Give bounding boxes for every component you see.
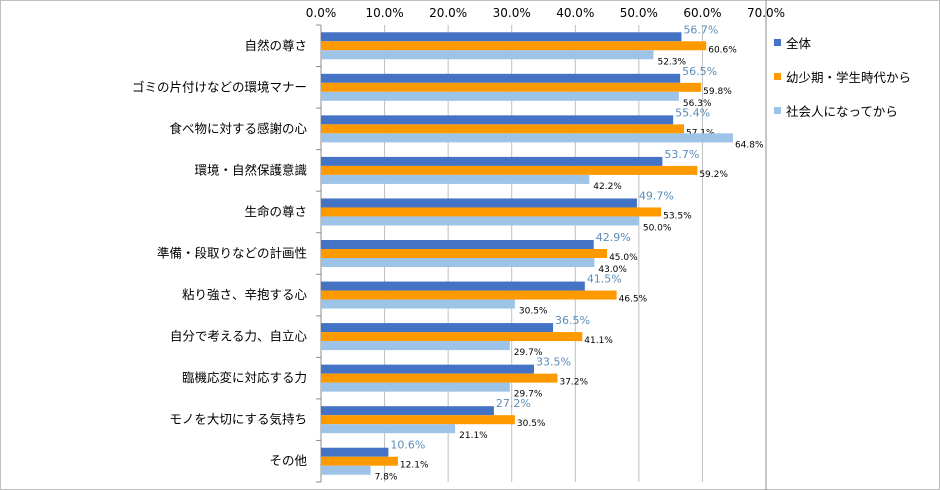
data-label: 56.3% <box>683 99 712 109</box>
x-tick-label: 60.0% <box>683 6 721 20</box>
category-label: 食べ物に対する感謝の心 <box>169 121 307 136</box>
bar <box>321 41 707 51</box>
data-label: 27.2% <box>496 397 531 410</box>
category-label: 環境・自然保護意識 <box>194 162 307 177</box>
bar <box>321 415 515 425</box>
bar <box>321 281 585 291</box>
bar <box>321 216 639 226</box>
data-label: 49.7% <box>639 189 674 202</box>
x-tick-label: 0.0% <box>306 6 337 20</box>
data-label: 41.5% <box>587 273 622 286</box>
bar <box>321 341 510 351</box>
category-label: ゴミの片付けなどの環境マナー <box>132 79 307 94</box>
data-label: 60.6% <box>708 45 737 55</box>
data-label: 7.8% <box>375 473 398 483</box>
bar <box>321 424 456 434</box>
data-label: 59.8% <box>703 87 732 97</box>
bar <box>321 323 554 333</box>
bar <box>321 382 510 392</box>
category-label: 自然の尊さ <box>244 38 307 53</box>
legend-label: 全体 <box>786 36 812 51</box>
bar <box>321 299 515 309</box>
data-label: 10.6% <box>390 439 425 452</box>
data-label: 45.0% <box>609 253 638 263</box>
category-label: モノを大切にする気持ち <box>169 412 307 427</box>
bar <box>321 115 674 125</box>
x-tick-label: 50.0% <box>620 6 658 20</box>
data-label: 37.2% <box>559 378 588 388</box>
bar <box>321 406 494 416</box>
data-label: 52.3% <box>657 57 686 67</box>
data-label: 43.0% <box>598 265 627 275</box>
bar <box>321 50 654 60</box>
category-label: 準備・段取りなどの計画性 <box>157 246 307 261</box>
bar <box>321 73 681 83</box>
legend-label: 幼少期・学生時代から <box>786 70 911 85</box>
bar <box>321 207 662 217</box>
bar <box>321 364 534 374</box>
bar <box>321 456 398 466</box>
data-label: 59.2% <box>699 170 728 180</box>
data-label: 29.7% <box>514 348 543 358</box>
x-tick-label: 20.0% <box>429 6 467 20</box>
bar <box>321 156 663 166</box>
bar <box>321 290 617 300</box>
data-label: 30.5% <box>519 307 548 317</box>
legend-swatch <box>774 39 781 46</box>
bar <box>321 332 583 342</box>
data-label: 33.5% <box>536 356 571 369</box>
bar <box>321 91 679 101</box>
data-label: 55.4% <box>675 106 710 119</box>
category-label: 自分で考える力、自立心 <box>170 329 308 344</box>
category-label: 生命の尊さ <box>244 204 307 219</box>
data-label: 53.5% <box>663 211 692 221</box>
data-label: 30.5% <box>517 419 546 429</box>
data-label: 12.1% <box>400 461 429 471</box>
data-label: 53.7% <box>664 148 699 161</box>
data-label: 21.1% <box>459 431 488 441</box>
legend-swatch <box>774 73 781 80</box>
x-tick-label: 10.0% <box>366 6 404 20</box>
category-label: その他 <box>269 453 307 468</box>
bar <box>321 82 702 92</box>
x-tick-label: 40.0% <box>556 6 594 20</box>
bar <box>321 447 389 457</box>
bar <box>321 465 371 475</box>
legend-label: 社会人になってから <box>786 104 898 119</box>
data-label: 41.1% <box>584 336 613 346</box>
bar <box>321 133 733 143</box>
bar <box>321 258 595 267</box>
data-label: 42.9% <box>596 231 631 244</box>
bar <box>321 174 590 184</box>
bar <box>321 249 608 258</box>
data-label: 56.5% <box>682 65 717 78</box>
data-label: 64.8% <box>735 140 764 150</box>
x-tick-label: 30.0% <box>493 6 531 20</box>
data-label: 29.7% <box>514 390 543 400</box>
bar <box>321 32 682 42</box>
data-label: 36.5% <box>555 314 590 327</box>
bar <box>321 240 594 249</box>
data-label: 42.2% <box>593 182 622 192</box>
bar <box>321 124 684 134</box>
category-label: 粘り強さ、辛抱する心 <box>182 287 308 302</box>
bar <box>321 373 558 383</box>
data-label: 56.7% <box>683 23 718 36</box>
bar <box>321 198 637 208</box>
data-label: 50.0% <box>643 223 672 233</box>
data-label: 46.5% <box>619 295 648 305</box>
legend-swatch <box>774 107 781 114</box>
category-label: 臨機応変に対応する力 <box>182 370 307 385</box>
bar <box>321 165 698 175</box>
